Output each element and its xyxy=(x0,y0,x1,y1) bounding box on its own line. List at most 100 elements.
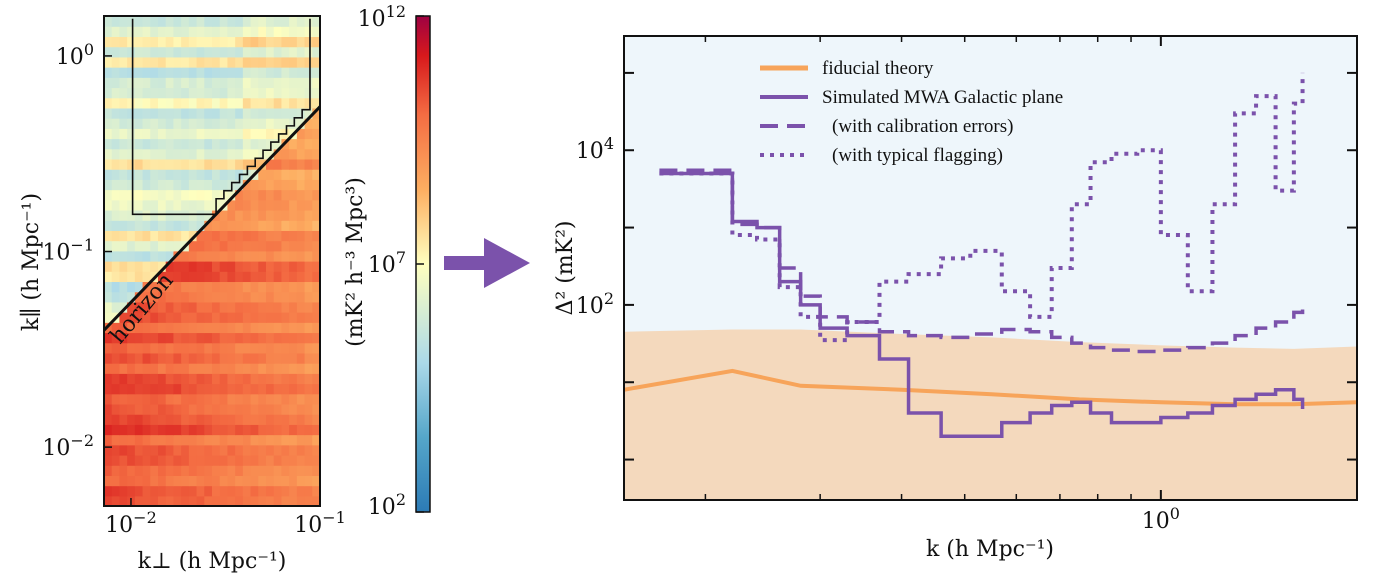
heatmap-cell xyxy=(104,403,113,415)
heatmap-cell xyxy=(304,138,313,150)
heatmap-cell xyxy=(165,77,175,89)
heatmap-cell xyxy=(258,271,267,283)
heatmap-cell xyxy=(235,107,244,119)
heatmap-cell xyxy=(134,67,144,78)
heatmap-cell xyxy=(134,230,144,242)
heatmap-cell xyxy=(212,454,221,466)
heatmap-cell xyxy=(235,77,244,89)
heatmap-cell xyxy=(196,373,205,385)
heatmap-cell xyxy=(296,118,306,129)
heatmap-cell xyxy=(281,454,290,466)
heatmap-cell xyxy=(250,209,259,221)
heatmap-cell xyxy=(150,301,159,313)
heatmap-cell xyxy=(235,209,244,221)
heatmap-cell xyxy=(312,393,320,405)
heatmap-cell xyxy=(150,403,159,415)
heatmap-cell xyxy=(188,230,198,242)
heatmap-cell xyxy=(242,179,252,191)
heatmap-cell xyxy=(150,67,159,78)
heatmap-cell xyxy=(296,342,306,354)
heatmap-cell xyxy=(242,36,252,48)
heatmap-cell xyxy=(289,209,298,221)
heatmap-cell xyxy=(111,36,121,48)
heatmap-cell xyxy=(289,97,298,109)
heatmap-cell xyxy=(281,118,290,129)
heatmap-cell xyxy=(150,250,159,262)
heatmap-cell xyxy=(181,179,190,191)
heatmap-cell xyxy=(212,220,221,231)
heatmap-cell xyxy=(219,118,229,129)
heatmap-cell xyxy=(235,332,244,344)
heatmap-cell xyxy=(242,281,252,293)
heatmap-cell xyxy=(250,118,259,129)
heatmap-cell xyxy=(165,393,175,405)
heatmap-cell xyxy=(235,281,244,293)
heatmap-cell xyxy=(158,240,167,252)
heatmap-cell xyxy=(219,26,229,38)
heatmap-cell xyxy=(165,240,175,252)
heatmap-cell xyxy=(111,179,121,191)
line-plot-panel: 100 102 104 k (h Mpc⁻¹) Δ² (mK²) fiducial … xyxy=(553,35,1358,562)
heatmap-cell xyxy=(127,291,136,303)
heatmap-cell xyxy=(258,383,267,395)
heatmap-cell xyxy=(312,403,320,415)
heatmap-cell xyxy=(250,148,259,160)
heatmap-cell xyxy=(266,16,275,27)
heatmap-cell xyxy=(250,291,259,303)
heatmap-cell xyxy=(296,56,306,68)
heatmap-cell xyxy=(250,403,259,415)
heatmap-cell xyxy=(142,363,151,374)
heatmap-cell xyxy=(250,128,259,140)
heatmap-cell xyxy=(104,97,113,109)
heatmap-cell xyxy=(273,301,283,313)
heatmap-cell xyxy=(273,465,283,476)
heatmap-cell xyxy=(266,271,275,283)
heatmap-cell xyxy=(165,179,175,191)
heatmap-cell xyxy=(266,220,275,231)
heatmap-cell xyxy=(219,77,229,89)
heatmap-cell xyxy=(196,118,205,129)
heatmap-cell xyxy=(104,495,113,506)
heatmap-cell xyxy=(312,261,320,272)
heatmap-cell xyxy=(188,240,198,252)
heatmap-cell xyxy=(227,220,236,231)
heatmap-cell xyxy=(165,209,175,221)
heatmap-cell xyxy=(196,169,205,180)
heatmap-cell xyxy=(204,434,213,446)
heatmap-cell xyxy=(312,118,320,129)
heatmap-cell xyxy=(235,322,244,334)
heatmap-cell xyxy=(281,495,290,506)
heatmap-cell xyxy=(235,16,244,27)
heatmap-cell xyxy=(173,189,182,201)
heatmap-cell xyxy=(127,414,136,425)
heatmap-cell xyxy=(111,465,121,476)
heatmap-cell xyxy=(266,414,275,425)
heatmap-cell xyxy=(142,403,151,415)
heatmap-cell xyxy=(212,434,221,446)
colorbar: 1012 107 102 (mK² h⁻³ Mpc³) xyxy=(343,2,431,520)
heatmap-cell xyxy=(181,250,190,262)
heatmap-cell xyxy=(296,301,306,313)
heatmap-cell xyxy=(258,250,267,262)
heatmap-cell xyxy=(312,495,320,506)
heatmap-cell xyxy=(119,281,128,293)
heatmap-cell xyxy=(173,414,182,425)
heatmap-cell xyxy=(173,77,182,89)
heatmap-cell xyxy=(281,291,290,303)
heatmap-cell xyxy=(212,56,221,68)
heatmap-cell xyxy=(281,373,290,385)
heatmap-cell xyxy=(296,485,306,497)
heatmap-cell xyxy=(196,16,205,27)
heatmap-cell xyxy=(212,77,221,89)
heatmap-cell xyxy=(296,271,306,283)
heatmap-cell xyxy=(188,220,198,231)
heatmap-cell xyxy=(204,220,213,231)
heatmap-cell xyxy=(219,301,229,313)
heatmap-cell xyxy=(188,465,198,476)
heatmap-cell xyxy=(150,444,159,456)
heatmap-cell xyxy=(266,118,275,129)
heatmap-cell xyxy=(142,209,151,221)
heatmap-cell xyxy=(111,56,121,68)
heatmap-cell xyxy=(296,77,306,89)
